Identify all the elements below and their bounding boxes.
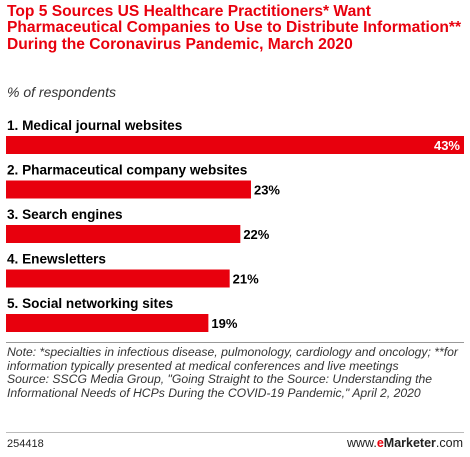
chart-title: Top 5 Sources US Healthcare Practitioner… xyxy=(7,3,462,53)
value-label: 22% xyxy=(243,227,269,242)
bar[interactable] xyxy=(6,314,209,332)
value-label: 19% xyxy=(211,316,237,331)
brand-suffix: .com xyxy=(435,436,463,450)
footer-divider xyxy=(6,432,464,433)
chart-subtitle: % of respondents xyxy=(7,84,116,100)
bar[interactable] xyxy=(6,225,241,243)
bar[interactable] xyxy=(6,269,230,288)
bar[interactable] xyxy=(6,136,464,154)
brand-name: Marketer xyxy=(383,436,436,450)
brand-accent: e xyxy=(376,436,384,450)
value-label: 21% xyxy=(233,272,259,287)
category-label: 5. Social networking sites xyxy=(7,296,173,311)
category-label: 3. Search engines xyxy=(7,207,123,222)
bar-chart: 1. Medical journal websites 43% 2. Pharmac… xyxy=(6,118,464,332)
category-label: 4. Enewsletters xyxy=(7,252,106,267)
divider xyxy=(6,342,464,343)
source-text: Source: SSCG Media Group, "Going Straigh… xyxy=(7,372,433,400)
note-text: Note: *specialties in infectious disease… xyxy=(7,345,458,373)
value-label: 23% xyxy=(254,183,280,198)
emarketer-logo[interactable]: www.eMarketer.com xyxy=(347,436,463,450)
category-label: 1. Medical journal websites xyxy=(7,118,182,133)
category-label: 2. Pharmaceutical company websites xyxy=(7,163,247,178)
bar[interactable] xyxy=(6,180,251,199)
brand-prefix: www. xyxy=(346,436,377,450)
chart-id: 254418 xyxy=(7,438,44,450)
notes-block: Note: *specialties in infectious disease… xyxy=(7,345,465,400)
value-label: 43% xyxy=(434,138,460,153)
